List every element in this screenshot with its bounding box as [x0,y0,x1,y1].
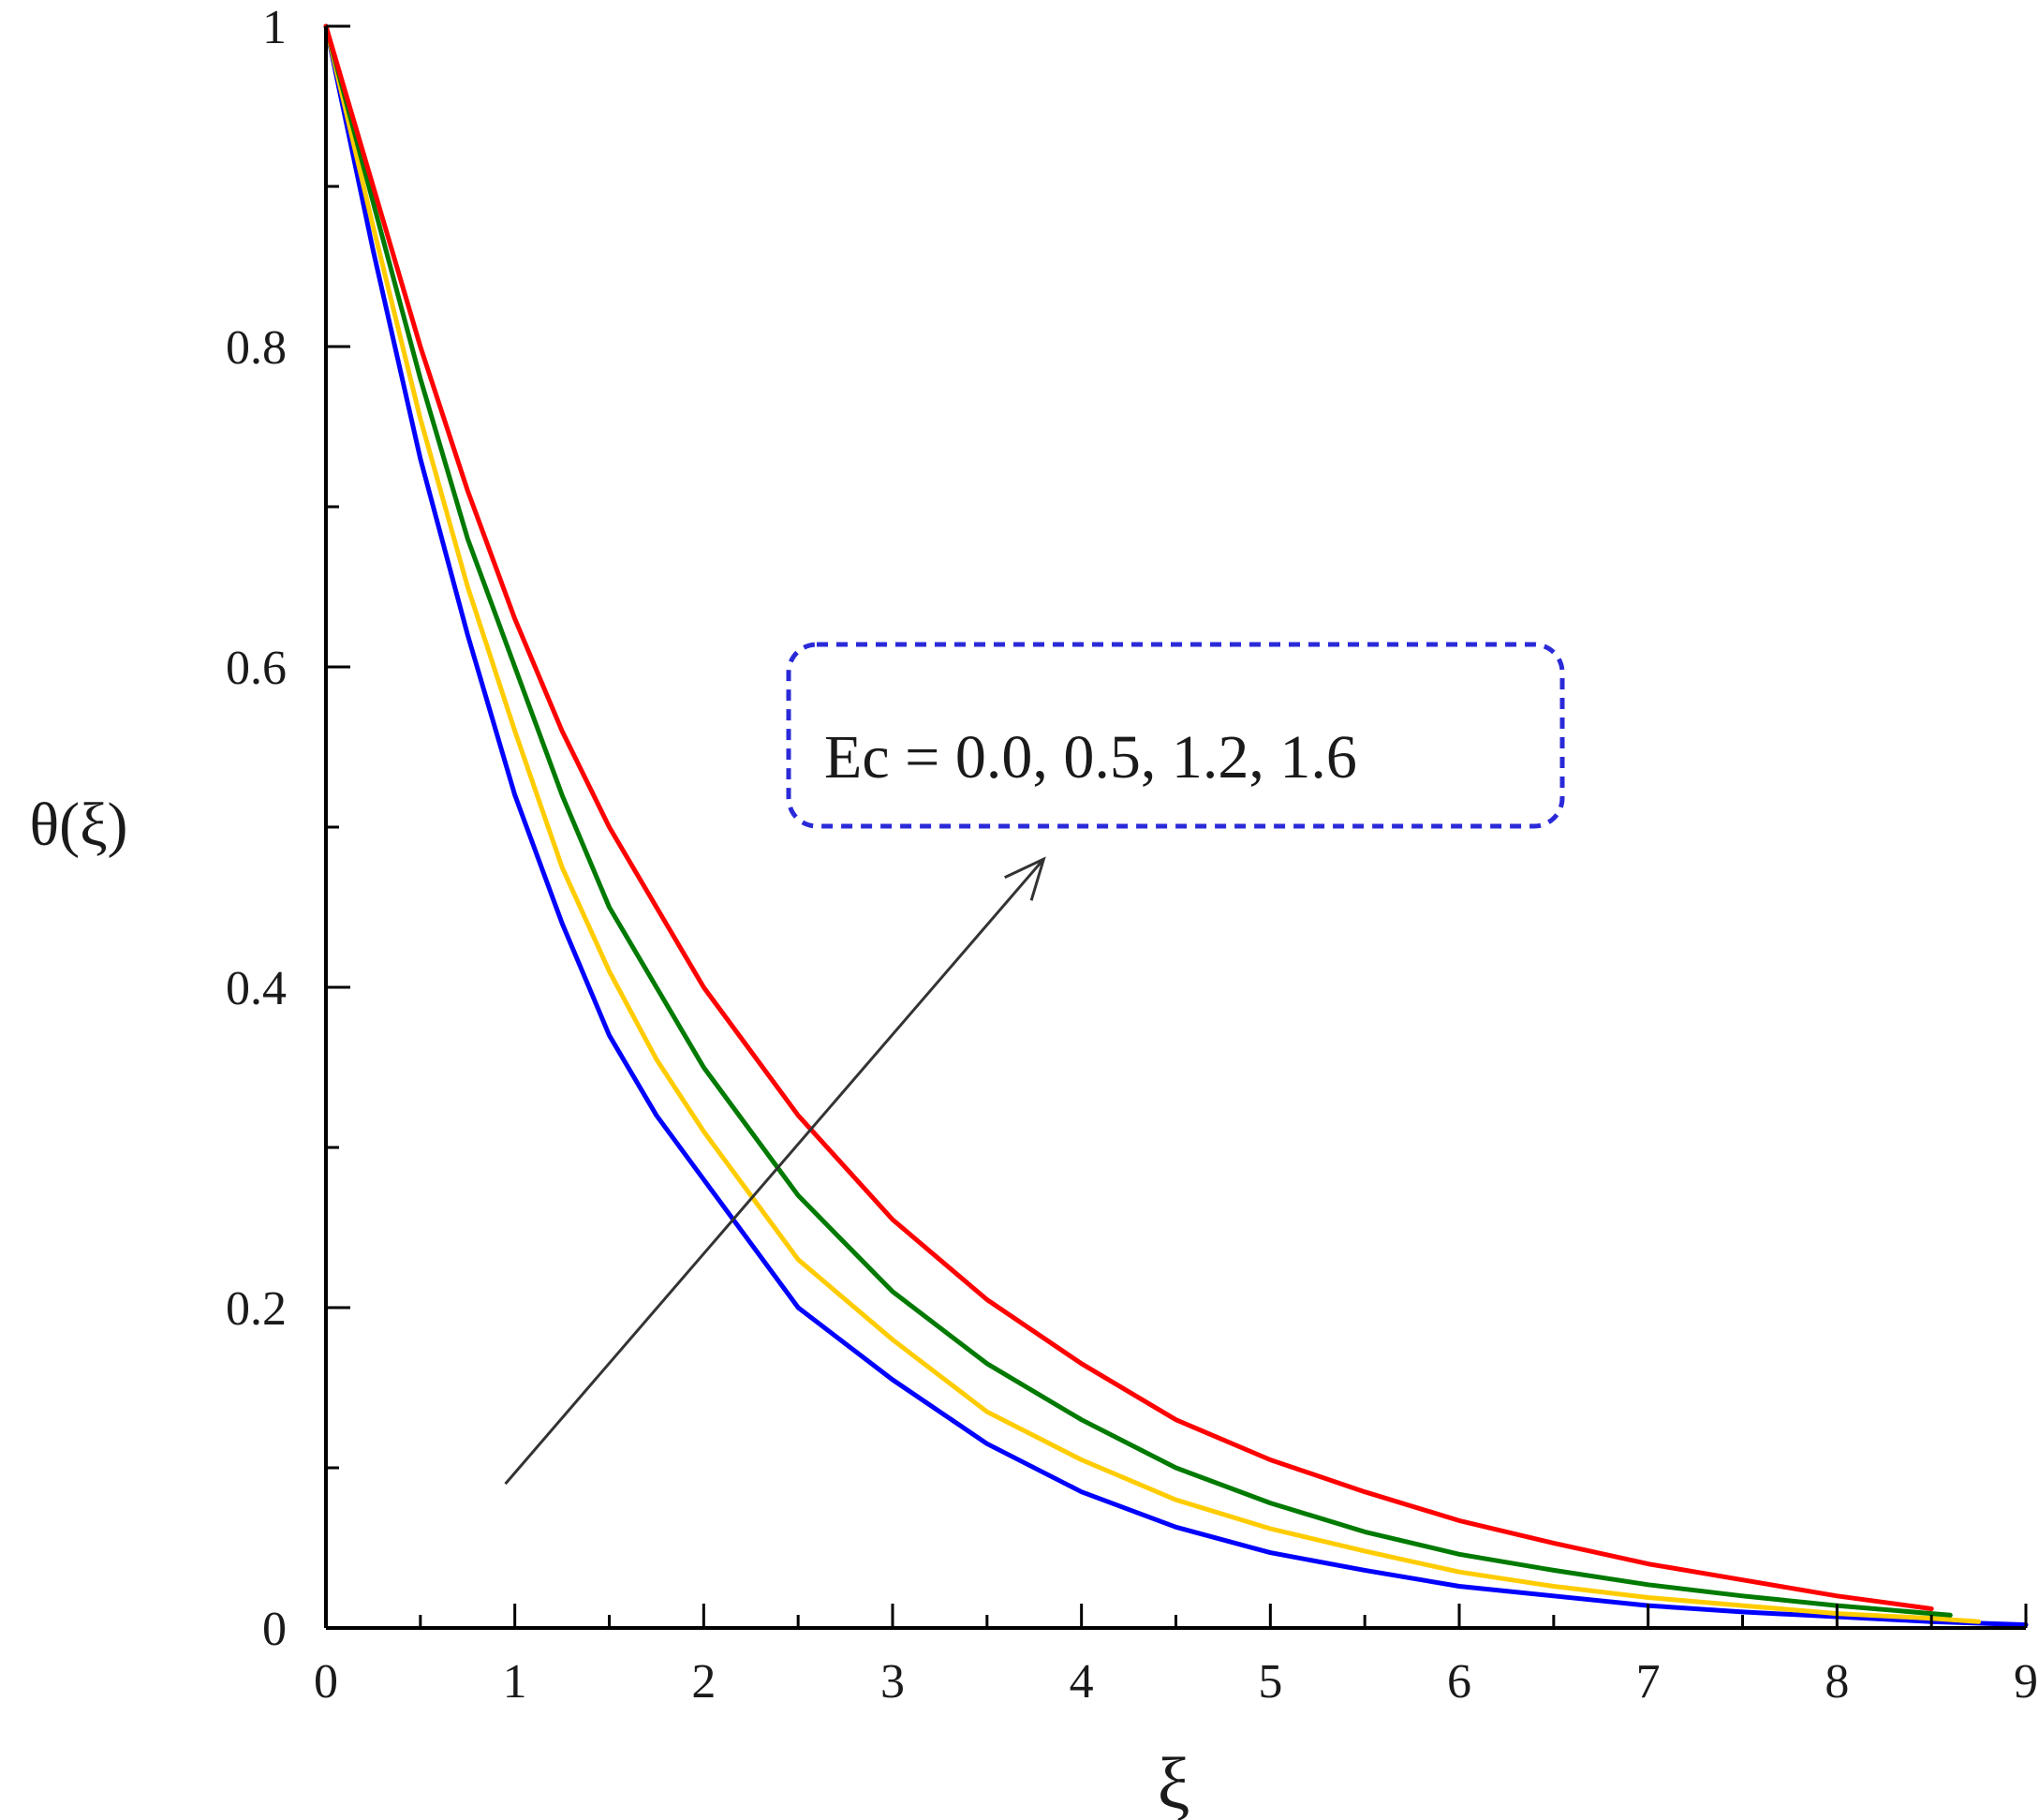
y-tick-label: 0.2 [226,1282,287,1336]
x-tick-label: 4 [1070,1655,1094,1709]
x-tick-label: 0 [314,1655,338,1709]
annotation-layer: Ec = 0.0, 0.5, 1.2, 1.6 [786,642,1565,829]
x-tick-label: 1 [503,1655,527,1709]
x-tick-label: 3 [880,1655,905,1709]
annotation-text: Ec = 0.0, 0.5, 1.2, 1.6 [824,723,1357,792]
x-tick-label: 8 [1825,1655,1849,1709]
x-tick-label: 7 [1636,1655,1661,1709]
labels-layer: 0 1 2 3 4 5 6 7 8 9 0 0.2 0.4 0.6 0.8 1 [226,1,2038,1709]
x-tick-label: 2 [691,1655,716,1709]
x-tick-label: 6 [1447,1655,1471,1709]
x-tick-label: 9 [2014,1655,2038,1709]
y-tick-label: 0.8 [226,321,287,375]
x-axis-title: ξ [1158,1742,1190,1820]
x-tick-label: 5 [1258,1655,1282,1709]
series-line-3 [323,23,1934,1611]
annotation-arrow-head [1004,856,1046,901]
curves-layer [323,23,2029,1628]
y-tick-label: 0.6 [226,642,287,695]
y-axis-title: θ(ξ) [30,791,128,859]
annotation-box [786,642,1565,829]
series-line-2 [323,23,1953,1618]
ticks-layer [324,24,2028,1630]
y-tick-label: 1 [262,1,287,54]
y-tick-label: 0.4 [226,962,287,1015]
arrow-layer [504,856,1046,1486]
y-tick-label: 0 [262,1603,287,1656]
series-line-0 [323,23,2029,1628]
annotation-arrow-shaft [504,858,1045,1486]
series-line-1 [323,23,1982,1624]
